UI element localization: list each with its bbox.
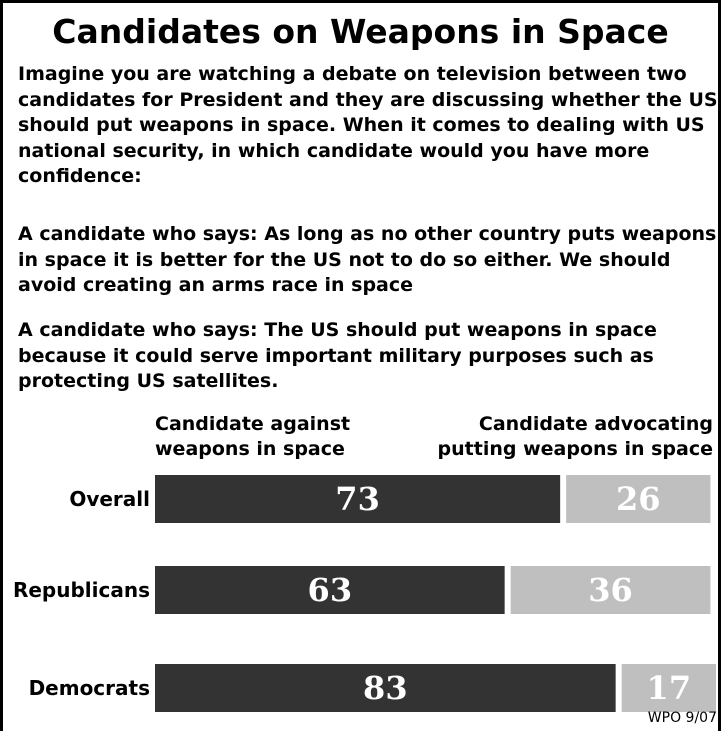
series-header-advocating: Candidate advocating putting weapons in … [438, 412, 713, 462]
category-label-republicans: Republicans [12, 578, 150, 602]
data-label-overall-advocating: 26 [616, 480, 661, 518]
bar-republicans-advocating [510, 566, 711, 614]
bar-democrats-advocating [621, 664, 716, 712]
bar-republicans-against [155, 566, 505, 614]
bar-overall-advocating [566, 475, 711, 523]
data-label-democrats-advocating: 17 [647, 669, 692, 707]
bar-democrats-against [155, 664, 616, 712]
data-label-democrats-against: 83 [363, 669, 408, 707]
series-header-against: Candidate against weapons in space [155, 412, 350, 462]
category-label-overall: Overall [69, 487, 150, 511]
source-note: WPO 9/07 [647, 710, 717, 726]
chart-title: Candidates on Weapons in Space [52, 12, 669, 51]
data-label-republicans-advocating: 36 [588, 571, 633, 609]
option-advocating-text: A candidate who says: The US should put … [18, 319, 657, 392]
data-label-overall-against: 73 [335, 480, 380, 518]
series-header-against-line-1: Candidate against [155, 413, 351, 435]
series-header-advocating-line-1: Candidate advocating [478, 413, 713, 435]
option-against-text: A candidate who says: As long as no othe… [18, 223, 717, 296]
series-header-against-line-2: weapons in space [155, 438, 345, 460]
category-label-democrats: Democrats [28, 676, 150, 700]
data-label-republicans-against: 63 [308, 571, 353, 609]
survey-question: Imagine you are watching a debate on tel… [18, 63, 718, 187]
series-header-advocating-line-2: putting weapons in space [437, 438, 713, 460]
bar-overall-against [155, 475, 561, 523]
